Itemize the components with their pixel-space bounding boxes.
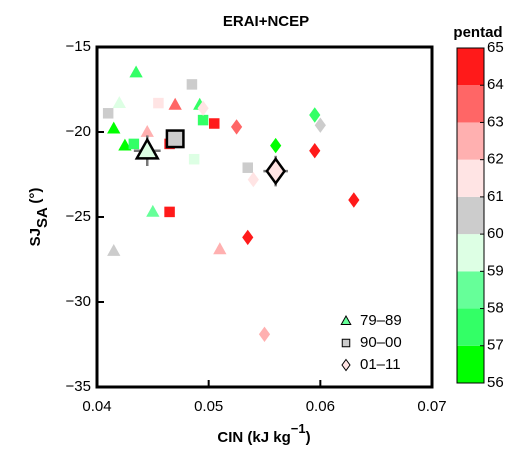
triangle-marker [112,96,126,108]
triangle-marker [118,138,132,151]
colorbar-cell [457,85,484,123]
colorbar-cell [457,234,484,272]
x-tick-label: 0.06 [306,398,335,415]
square-marker [341,338,351,348]
y-tick-label: −20 [66,123,91,140]
colorbar-tick-label: 62 [487,151,504,168]
diamond-marker [348,192,360,208]
plot-frame [95,45,434,389]
colorbar-cell [457,196,484,235]
square-marker [186,79,198,90]
colorbar-title: pentad [453,24,502,41]
diamond-marker [247,171,259,188]
diamond-marker [242,229,254,246]
triangle-marker [140,125,154,137]
square-marker [102,108,114,119]
colorbar-tick-label: 56 [487,374,504,391]
x-axis-label: CIN (kJ kg−1) [217,421,310,446]
y-axis-label: SJSA (°) [27,188,51,247]
y-tick-label: −25 [66,208,91,225]
square-marker [209,118,220,129]
colorbar-cell [457,345,484,383]
x-label-part: CIN (kJ kg [217,429,290,446]
colorbar-tick-label: 57 [487,337,504,354]
y-label-sub: SA [34,207,51,228]
diamond-marker [270,137,282,154]
colorbar-cell [457,271,484,309]
triangle-marker [168,97,182,110]
colorbar-tick-label: 58 [487,300,504,317]
triangle-marker [134,137,160,160]
triangle-marker [146,204,160,217]
legend-label: 79–89 [360,312,402,329]
square-marker [164,206,175,218]
colorbar-cell [457,48,484,86]
colorbar-tick-label: 63 [487,113,504,130]
triangle-marker [107,121,121,134]
diamond-marker [258,326,271,342]
colorbar-tick-label: 60 [487,225,504,242]
diamond-marker [309,107,321,123]
diamond-marker [197,100,209,116]
colorbar-tick-label: 59 [487,262,504,279]
square-marker [188,153,200,165]
chart-title: ERAI+NCEP [223,13,309,30]
triangle-marker [129,65,143,78]
diamond-marker [314,117,326,133]
colorbar-cell [457,122,484,160]
x-tick-label: 0.07 [417,398,446,415]
x-tick-label: 0.05 [194,398,223,415]
diamond-marker [341,358,351,372]
colorbar-tick-label: 64 [487,76,504,93]
triangle-marker [340,314,352,325]
colorbar-cell [457,159,484,197]
colorbar-tick-label: 65 [487,39,504,56]
y-tick-label: −30 [66,293,91,310]
legend-label: 90–00 [360,334,402,351]
y-label-part: SJ [27,228,44,246]
diamond-marker [265,156,287,186]
colorbar-tick-label: 61 [487,188,504,205]
triangle-marker [107,244,121,256]
y-tick-label: −15 [66,38,91,55]
square-marker [153,97,164,109]
colorbar-frame [456,47,485,384]
square-marker [165,129,185,149]
diamond-marker [230,119,243,135]
square-marker [242,162,253,173]
colorbar-cell [457,308,484,346]
x-tick-label: 0.04 [82,398,111,415]
square-marker [128,138,140,150]
diamond-marker [309,143,321,159]
y-label-part: (°) [27,188,44,208]
y-tick-label: −35 [66,378,91,395]
triangle-marker [213,242,227,255]
square-marker [197,114,209,126]
x-label-sup: −1 [291,421,306,436]
legend-label: 01–11 [360,356,401,373]
x-label-part: ) [306,429,311,446]
